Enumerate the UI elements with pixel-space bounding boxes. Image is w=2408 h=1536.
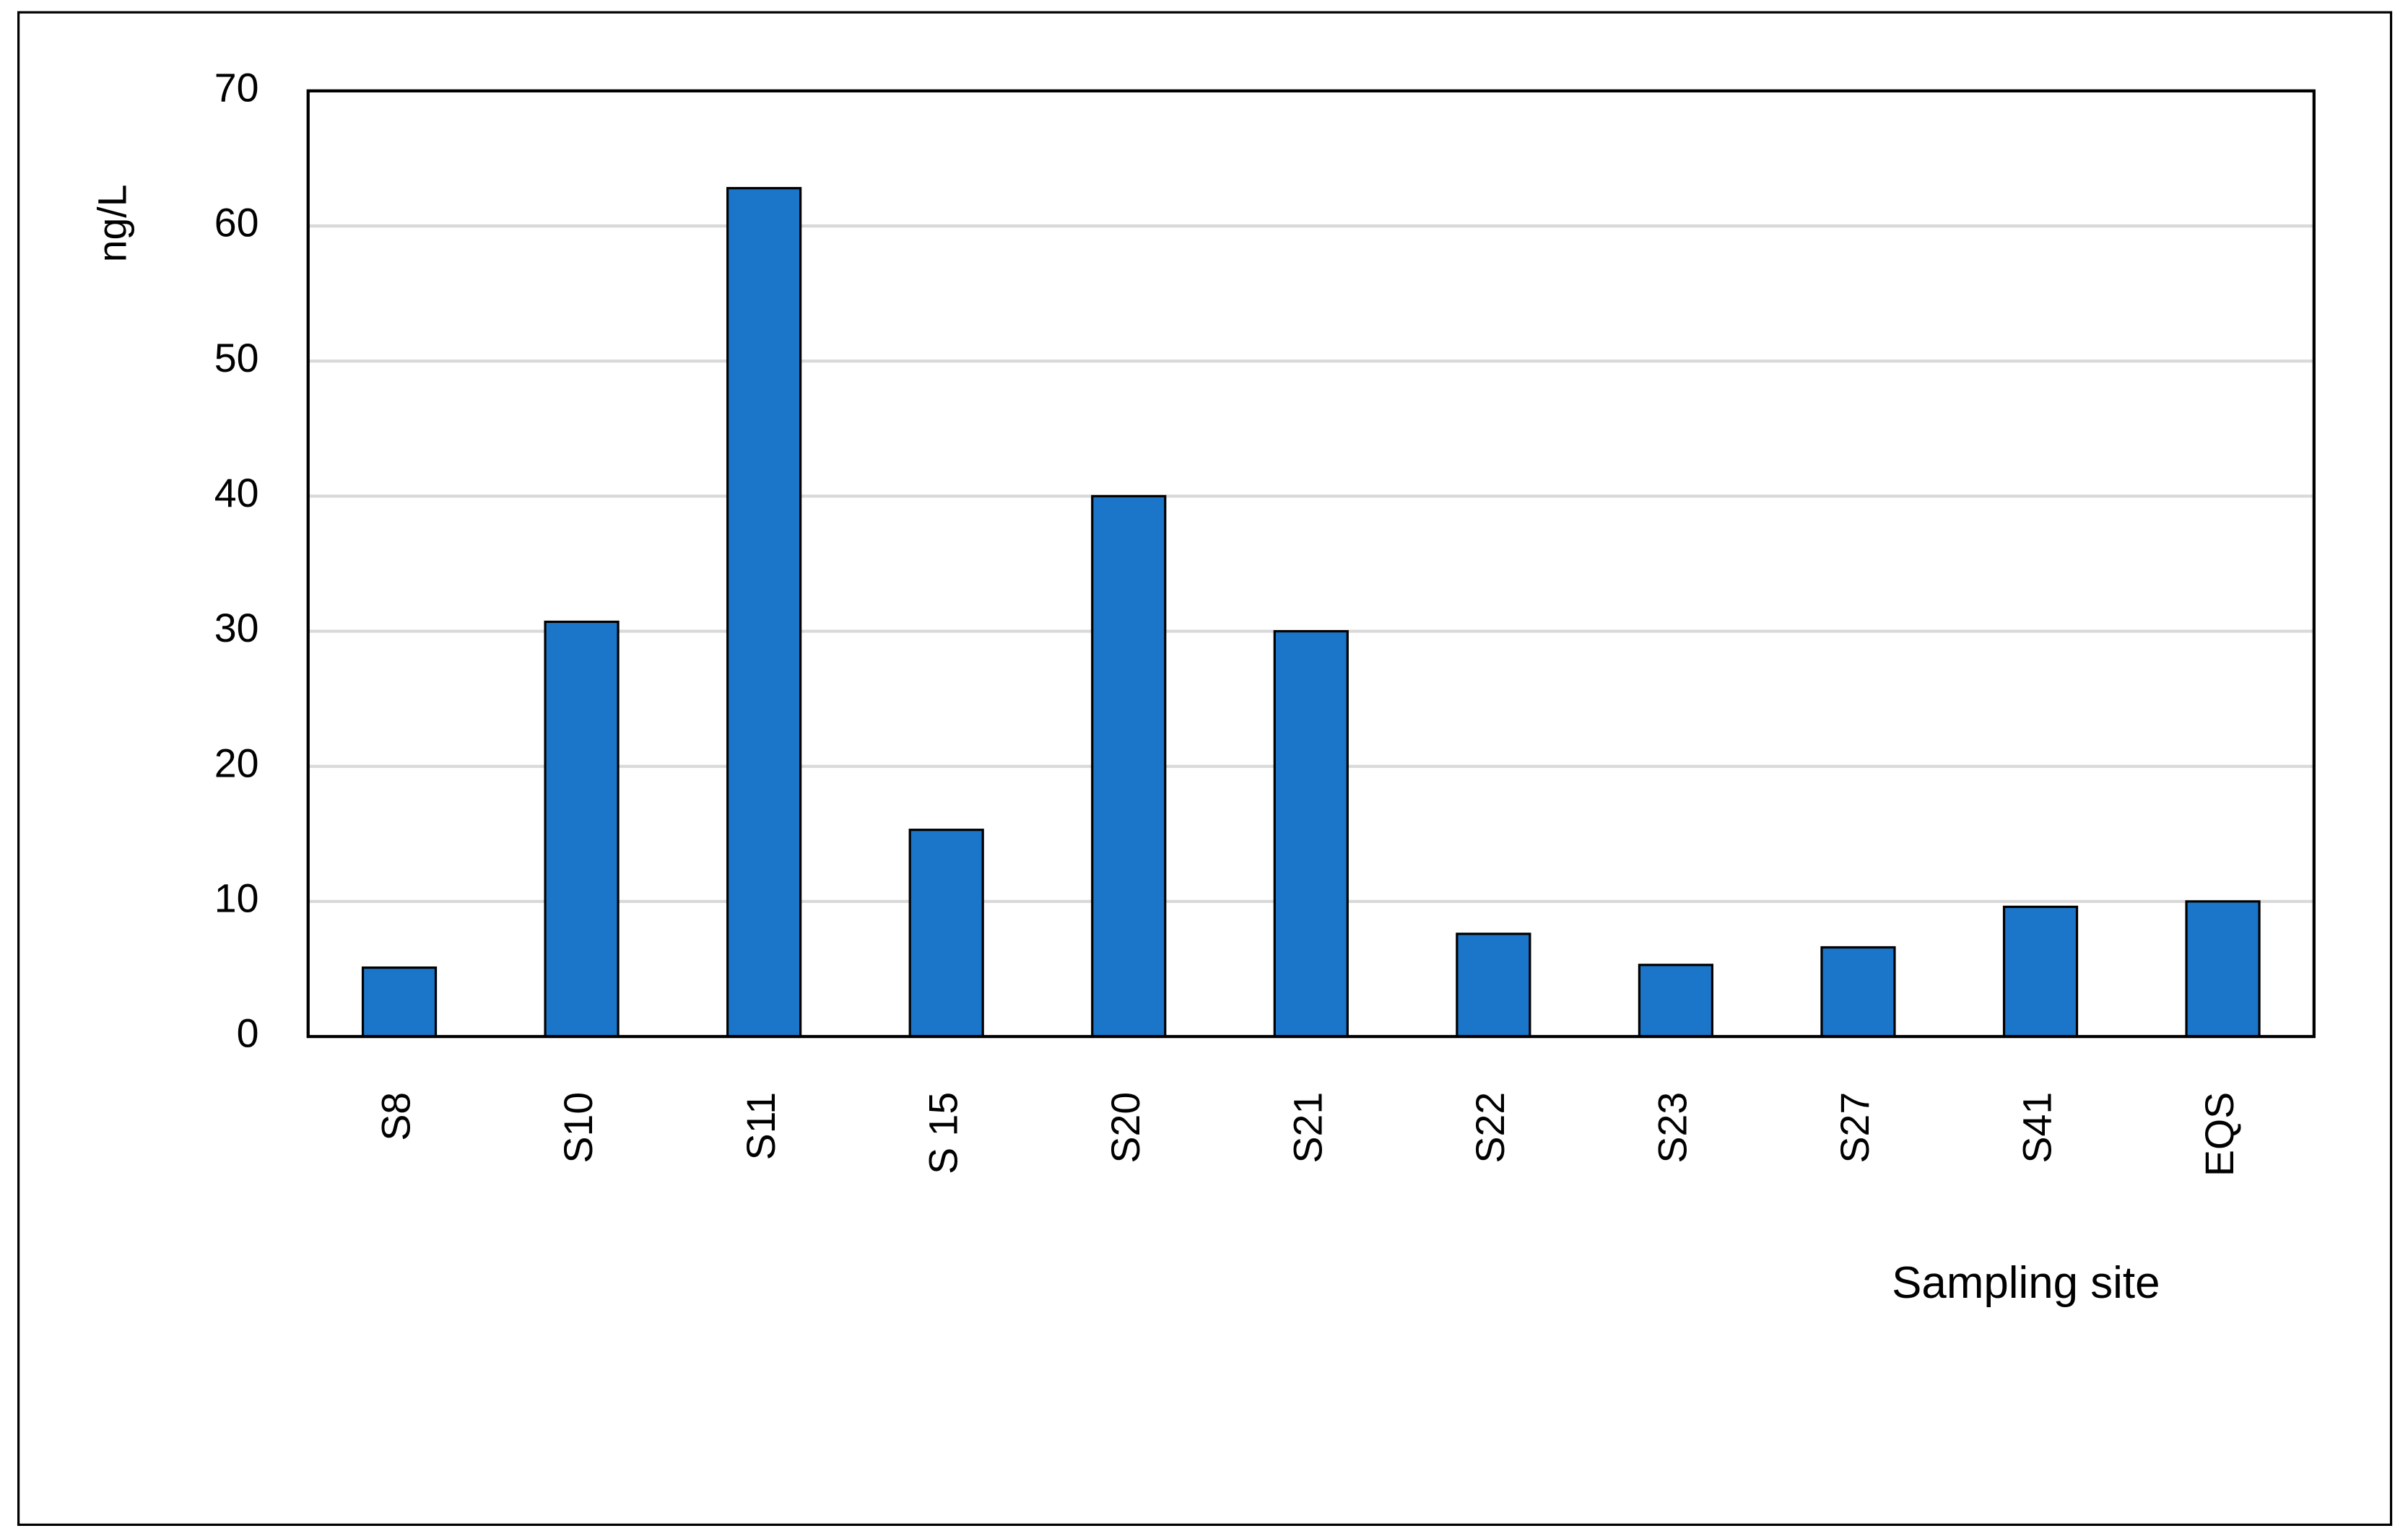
y-tick-label: 70: [214, 66, 259, 110]
y-tick-label: 40: [214, 471, 259, 515]
y-tick-label: 50: [214, 336, 259, 380]
y-tick-label: 0: [237, 1011, 259, 1056]
x-tick-label: S23: [1651, 1092, 1695, 1164]
bar: [1456, 933, 1531, 1038]
y-tick-label: 10: [214, 876, 259, 921]
bar: [1273, 629, 1349, 1038]
bar: [1091, 494, 1167, 1038]
bar: [2185, 900, 2261, 1038]
x-tick-label: S10: [556, 1092, 601, 1164]
bar: [1820, 946, 1896, 1038]
chart-frame: [17, 11, 2393, 1527]
x-tick-label: S27: [1833, 1092, 1877, 1164]
tick-labels: 0 10 20 30 40 50 60 70 S8 S10 S11 S 15 S20 S21 S22 S23 S…: [214, 66, 2242, 1177]
bar: [361, 966, 438, 1038]
x-tick-label: S20: [1103, 1092, 1148, 1164]
y-tick-label: 60: [214, 201, 259, 245]
bar: [908, 829, 984, 1038]
x-tick-label: S22: [1468, 1092, 1513, 1164]
x-tick-label: S41: [2015, 1092, 2060, 1164]
bar: [726, 187, 802, 1038]
x-axis-label: Sampling site: [1892, 1258, 2160, 1308]
y-tick-label: 20: [214, 741, 259, 785]
x-tick-label: S8: [374, 1092, 419, 1141]
bar: [2002, 905, 2079, 1038]
bars: [361, 187, 2261, 1038]
x-tick-label: EQS: [2197, 1092, 2242, 1177]
x-tick-label: S 15: [921, 1092, 965, 1174]
bar: [1638, 964, 1714, 1038]
plot-frame: [306, 89, 2316, 1039]
y-axis-label: ng/L: [90, 184, 135, 262]
bar: [544, 620, 620, 1038]
x-tick-label: S21: [1285, 1092, 1330, 1164]
y-tick-label: 30: [214, 606, 259, 650]
x-tick-label: S11: [739, 1092, 783, 1161]
